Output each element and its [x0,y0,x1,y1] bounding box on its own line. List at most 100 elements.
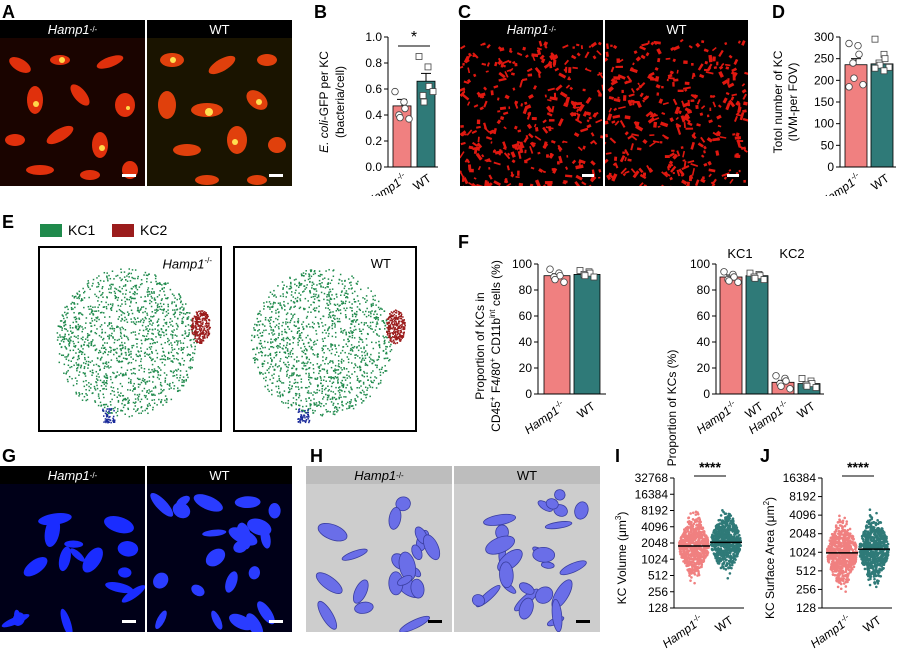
y-axis-label: KC Volume (μm3) [614,512,629,605]
y-tick-label: 150 [814,95,834,109]
data-point [860,81,867,88]
y-tick-label: 80 [697,283,711,297]
y-axis-label-2: CD45+ F4/80+ CD11bint cells (%) [488,260,503,432]
y-tick-label: 60 [697,309,711,323]
data-point [778,383,785,390]
y-tick-label: 0 [525,387,532,401]
data-point [856,51,863,58]
data-point [787,386,794,393]
y-tick-label: 0.6 [365,82,382,96]
significance-marker: **** [699,460,721,475]
micrograph-g-wt: WT [147,466,292,632]
data-point [421,99,427,105]
data-point [420,93,426,99]
data-point [406,116,413,123]
red-cells-image [0,20,145,186]
data-point [547,266,554,273]
y-tick-label: 4096 [789,508,816,522]
data-point [846,40,853,47]
data-point [430,89,436,95]
data-point [783,378,790,385]
tsne-plot-wt: WT [233,246,417,432]
y-tick-label: 0.0 [365,160,382,174]
chart-f-right: Proportion of KCs (%) KC1 KC2 0204060801… [650,246,850,476]
data-point [855,42,862,49]
data-point [726,278,733,285]
x-tick-label: Hamp1-/- [807,612,854,651]
scale-bar [269,174,283,177]
bar [574,274,600,394]
data-point [397,114,404,121]
chart-b: E. coli-GFP per KC (bacteria/cell) 0.00.… [300,0,440,196]
y-axis-label: E. coli-GFP per KC [317,51,331,153]
y-tick-label: 1.0 [365,30,382,44]
blue-cells-image [0,466,145,632]
scale-bar [582,174,594,177]
x-tick-label: WT [712,613,736,636]
x-tick-label: Hamp1-/- [521,398,568,437]
data-point [561,279,568,286]
x-tick-label: WT [868,171,892,194]
data-point [881,68,887,74]
y-tick-label: 1024 [641,552,668,566]
red-speckle-image [605,20,748,186]
render-h-hamp: Hamp1-/- [306,466,452,632]
data-point [402,105,409,112]
data-point [872,65,878,71]
data-point [392,88,399,95]
y-tick-label: 80 [519,283,533,297]
chart-d: Totol number of KC (IVM-per FOV) 0501001… [750,0,900,196]
y-tick-label: 200 [814,73,834,87]
kc1-swatch [40,224,62,237]
data-point [591,274,597,280]
y-tick-label: 100 [512,257,532,271]
swarm-group [710,509,742,580]
x-tick-label: WT [794,399,818,422]
y-axis-label: Proportion of KCs in [473,292,487,399]
y-tick-label: 0.4 [365,108,382,122]
y-axis-label: KC Surface Area (μm2) [762,497,777,619]
y-tick-label: 4096 [641,520,668,534]
data-point [872,36,878,42]
3d-cells-render [454,466,600,632]
chart-j: KC Surface Area (μm2) 128256512102420484… [752,460,900,656]
micrograph-c-hamp: Hamp1-/- [460,20,603,186]
swarm-group [858,508,890,588]
bar [720,277,742,394]
data-point [813,385,819,391]
y-tick-label: 512 [648,569,668,583]
tsne-scatter [235,248,415,430]
y-tick-label: 0.2 [365,134,382,148]
red-cells-image [147,20,292,186]
x-tick-label: Hamp1-/- [693,398,740,437]
render-h-wt: WT [454,466,600,632]
chart-i: KC Volume (μm3) 128256512102420484096819… [604,460,752,656]
y-axis-label-2: (IVM-per FOV) [786,63,800,142]
data-point [416,54,422,60]
panel-letter-h: H [310,446,323,467]
data-point [721,269,728,276]
group-label-kc2: KC2 [779,246,804,261]
y-tick-label: 128 [796,601,816,615]
bar [544,276,570,394]
chart-f-left: Proportion of KCs in CD45+ F4/80+ CD11bi… [458,246,648,476]
y-tick-label: 16384 [635,487,669,501]
x-tick-label: Hamp1-/- [817,170,864,196]
data-point [851,75,858,82]
y-tick-label: 16384 [783,471,817,485]
data-point [846,84,853,91]
group-label-kc1: KC1 [727,246,752,261]
y-tick-label: 2048 [789,527,816,541]
scale-bar [428,620,442,623]
scale-bar [727,174,739,177]
y-tick-label: 256 [648,585,668,599]
y-tick-label: 100 [814,117,834,131]
panel-letter-g: G [2,446,16,467]
micrograph-c-wt: WT [605,20,748,186]
swarm-group [826,515,858,593]
y-tick-label: 60 [519,309,533,323]
scale-bar [122,174,136,177]
data-point [799,375,805,381]
bar [871,64,893,167]
3d-cells-render [306,466,452,632]
